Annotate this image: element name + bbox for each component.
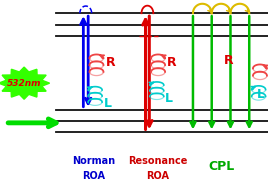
Text: CPL: CPL xyxy=(208,160,234,173)
Text: L: L xyxy=(165,92,173,105)
Text: R: R xyxy=(224,54,233,67)
Text: Resonance: Resonance xyxy=(128,156,188,166)
Text: ROA: ROA xyxy=(82,171,105,181)
Text: L: L xyxy=(104,98,112,110)
Text: Norman: Norman xyxy=(72,156,115,166)
Text: L: L xyxy=(257,88,265,101)
Text: R: R xyxy=(167,56,177,69)
Text: ROA: ROA xyxy=(147,171,170,181)
Polygon shape xyxy=(0,67,50,99)
Text: 532nm: 532nm xyxy=(7,79,41,88)
Text: R: R xyxy=(106,56,116,69)
